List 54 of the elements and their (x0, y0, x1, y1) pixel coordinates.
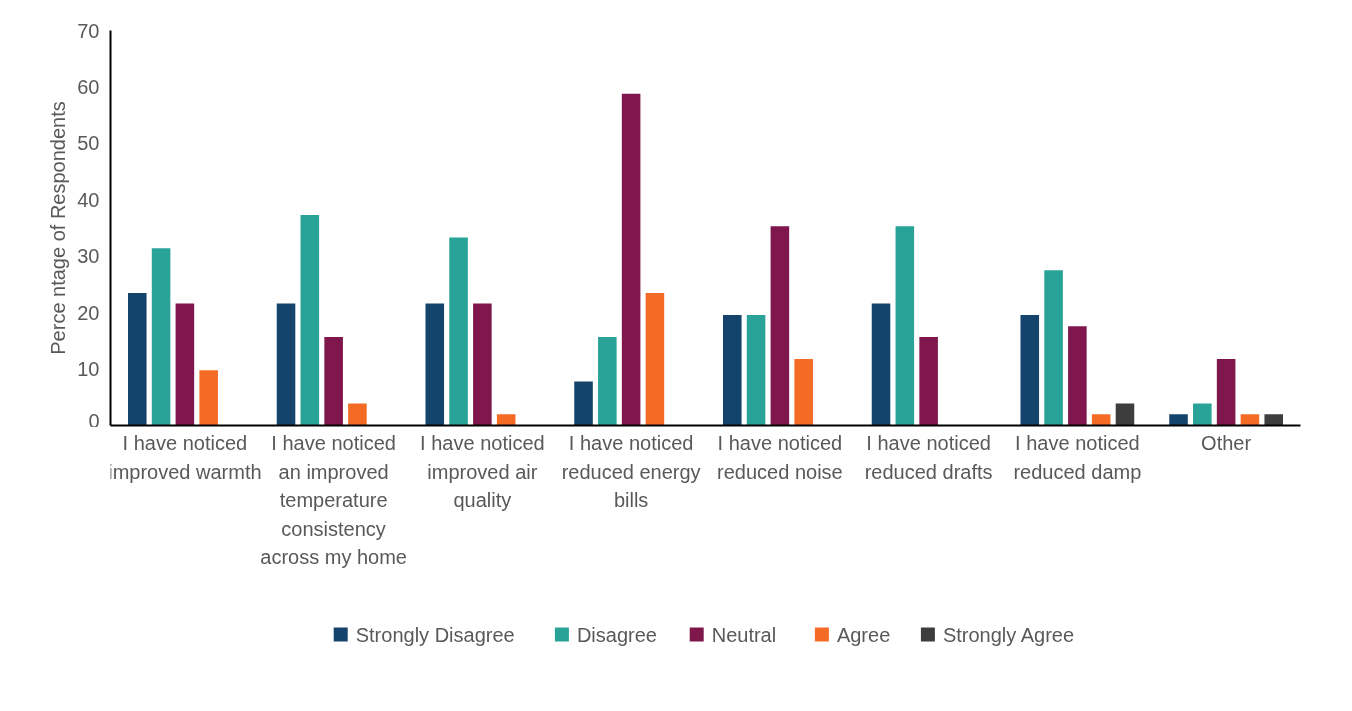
bar (598, 336, 617, 426)
bar (1020, 314, 1040, 426)
bar (324, 336, 343, 426)
bar (722, 314, 742, 426)
bar (1193, 403, 1212, 426)
bar (770, 226, 790, 426)
bar (449, 237, 468, 426)
x-tick-label: I have noticed improved air quality (420, 432, 545, 512)
bar (746, 314, 766, 426)
bar (473, 303, 492, 426)
y-tick-label: 20 (77, 301, 100, 324)
bar (621, 93, 641, 426)
y-tick-label: 10 (77, 358, 100, 381)
bar (496, 414, 516, 426)
x-tick-label: I have noticed reduced damp (1013, 432, 1142, 483)
bar (1044, 270, 1063, 426)
bar (425, 303, 445, 426)
legend-label: Strongly Agree (942, 623, 1075, 646)
y-tick-label: 70 (77, 19, 100, 42)
x-tick-label: I have noticed reduced energy bills (561, 432, 701, 512)
bar (1068, 326, 1087, 426)
x-tick-label: Other (1201, 432, 1252, 454)
bar (199, 370, 218, 426)
bar (151, 248, 171, 426)
y-tick-label: 50 (77, 132, 100, 155)
bar (895, 226, 915, 426)
bar (127, 292, 147, 426)
bar (300, 215, 320, 426)
legend-label: Agree (836, 623, 891, 646)
bar (276, 303, 296, 426)
legend-label: Strongly Disagree (355, 623, 515, 646)
bar (1115, 403, 1135, 426)
y-tick-label: 30 (77, 245, 100, 268)
bar (794, 358, 813, 426)
y-tick-label: 0 (88, 409, 100, 432)
y-axis-title: Perce ntage of Respondents (47, 101, 70, 355)
bar (574, 381, 593, 426)
legend-label: Disagree (576, 623, 657, 646)
bar (175, 303, 195, 426)
y-tick-label: 60 (77, 75, 100, 98)
bar (919, 336, 938, 426)
bar (1216, 358, 1236, 426)
bar (645, 292, 665, 426)
bar (1091, 414, 1111, 426)
y-tick-label: 40 (77, 188, 100, 211)
bar (348, 403, 367, 426)
bar (1264, 414, 1284, 426)
x-tick-label: I have noticed reduced noise (717, 432, 843, 483)
bar (1169, 414, 1188, 426)
bar (871, 303, 891, 426)
legend-label: Neutral (711, 623, 777, 646)
bar (1240, 414, 1260, 426)
x-tick-label: I have noticed an improved temperature consistency across my home (260, 432, 407, 569)
x-tick-label: I have noticed reduced drafts (864, 432, 993, 483)
